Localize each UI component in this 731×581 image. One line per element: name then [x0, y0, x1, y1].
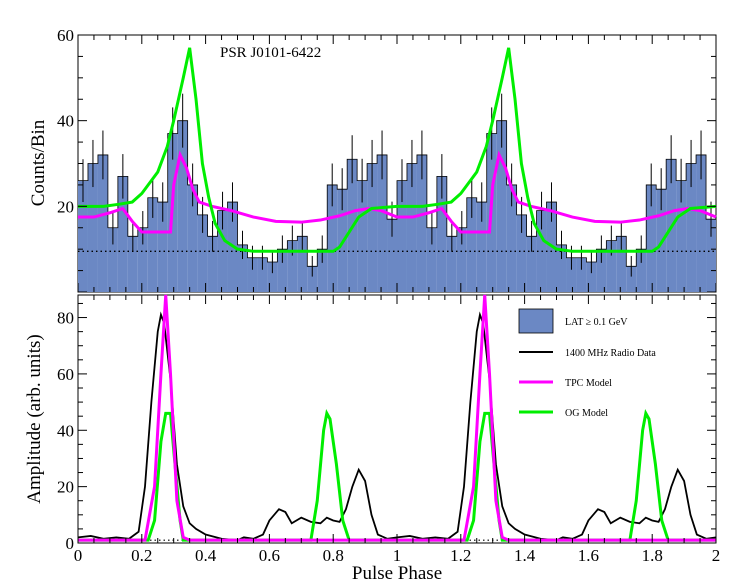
count-bar	[317, 249, 328, 292]
count-bar	[78, 180, 88, 292]
count-bar	[87, 163, 98, 292]
count-bar	[606, 240, 617, 292]
count-bar	[586, 262, 597, 292]
count-bar	[327, 184, 338, 292]
count-bar	[436, 176, 447, 292]
count-bar	[446, 236, 457, 292]
x-tick-labels: 0 0.2 0.4 0.6 0.8 1 1.2 1.4 1.6 1.8 2	[74, 546, 721, 565]
x-tick-label: 1.6	[578, 546, 599, 565]
count-bar	[616, 236, 627, 292]
count-bar	[706, 219, 716, 292]
x-tick-label: 1	[393, 546, 402, 565]
count-bar	[237, 244, 248, 292]
top-axis-ticks	[77, 34, 717, 293]
legend-lat-swatch	[518, 308, 554, 334]
bottom-tpc-model-curve	[78, 294, 716, 542]
count-bar	[397, 180, 407, 292]
count-bar	[626, 266, 637, 292]
legend-lat-label: LAT ≥ 0.1 GeV	[565, 317, 628, 328]
count-bar	[127, 236, 138, 292]
count-bar	[307, 266, 318, 292]
x-tick-label: 1.2	[450, 546, 471, 565]
x-tick-label: 0.6	[259, 546, 280, 565]
count-bar	[686, 163, 697, 292]
x-tick-label: 2	[712, 546, 721, 565]
bottom-axis-ticks	[77, 295, 717, 544]
count-bar	[636, 249, 647, 292]
y-tick-label: 20	[57, 478, 74, 497]
count-bar	[496, 120, 507, 293]
count-bar	[516, 214, 527, 292]
legend-og-label: OG Model	[565, 408, 608, 419]
y-tick-label: 80	[57, 309, 74, 328]
count-bar	[377, 154, 388, 292]
top-y-tick-labels: 20 40 60	[57, 26, 74, 216]
bottom-y-tick-labels: 0 20 40 60 80	[57, 309, 74, 553]
bottom-y-axis-label: Amplitude (arb. units)	[24, 334, 45, 503]
count-bar	[137, 227, 148, 292]
y-tick-label: 40	[57, 421, 74, 440]
count-bar	[357, 180, 368, 292]
count-bar	[187, 184, 198, 292]
x-tick-label: 0.4	[195, 546, 217, 565]
count-bar	[387, 219, 397, 292]
count-bar	[297, 236, 308, 292]
top-og-model-curve	[78, 47, 717, 253]
legend-radio-label: 1400 MHz Radio Data	[565, 348, 656, 359]
count-bar	[566, 257, 577, 292]
y-tick-label: 20	[57, 197, 74, 216]
count-bar	[576, 257, 587, 292]
bottom-panel: 0 20 40 60 80 0 0.2 0.4 0.6 0.8 1 1.2 1.4 1.6 1.8 2 Am…	[24, 294, 721, 581]
count-bar	[406, 163, 417, 292]
count-bar	[596, 249, 607, 292]
count-bar	[257, 257, 268, 292]
count-bar	[197, 214, 208, 292]
count-bar	[676, 180, 687, 292]
count-bar	[646, 184, 657, 292]
count-bar	[97, 154, 108, 292]
count-bar	[157, 202, 168, 292]
count-bar	[147, 197, 158, 292]
count-bar	[456, 227, 467, 292]
legend-tpc-label: TPC Model	[565, 378, 612, 389]
top-tpc-model-curve	[78, 150, 717, 234]
count-bar	[506, 184, 517, 292]
count-bar	[117, 176, 128, 292]
count-bar	[177, 120, 188, 293]
count-bar	[267, 262, 278, 292]
count-bar	[476, 202, 487, 292]
count-bar	[247, 257, 258, 292]
top-panel: 20 40 60 PSR J0101-6422 Counts/Bin	[28, 26, 717, 293]
count-bar	[696, 154, 707, 292]
count-bar	[207, 236, 218, 292]
x-tick-label: 0.2	[131, 546, 152, 565]
y-tick-label: 0	[66, 534, 75, 553]
x-tick-label: 1.4	[514, 546, 536, 565]
x-tick-label: 1.8	[642, 546, 663, 565]
x-axis-label: Pulse Phase	[352, 563, 442, 581]
count-bar	[466, 197, 477, 292]
top-y-axis-label: Counts/Bin	[28, 119, 49, 206]
count-bar	[526, 236, 537, 292]
top-histogram-outline	[78, 120, 716, 267]
top-error-bars	[82, 93, 712, 277]
pulsar-name-label: PSR J0101-6422	[220, 45, 321, 61]
count-bar	[287, 240, 298, 292]
count-bar	[277, 249, 288, 292]
count-bar	[367, 163, 378, 292]
count-bar	[107, 227, 118, 292]
y-tick-label: 60	[57, 365, 74, 384]
x-tick-label: 0.8	[323, 546, 344, 565]
count-bar	[416, 154, 427, 292]
y-tick-label: 60	[57, 26, 74, 45]
count-bar	[426, 227, 437, 292]
legend: LAT ≥ 0.1 GeV 1400 MHz Radio Data TPC Mo…	[518, 308, 656, 419]
x-tick-label: 0	[74, 546, 83, 565]
count-bar	[556, 244, 567, 292]
y-tick-label: 40	[57, 112, 74, 131]
